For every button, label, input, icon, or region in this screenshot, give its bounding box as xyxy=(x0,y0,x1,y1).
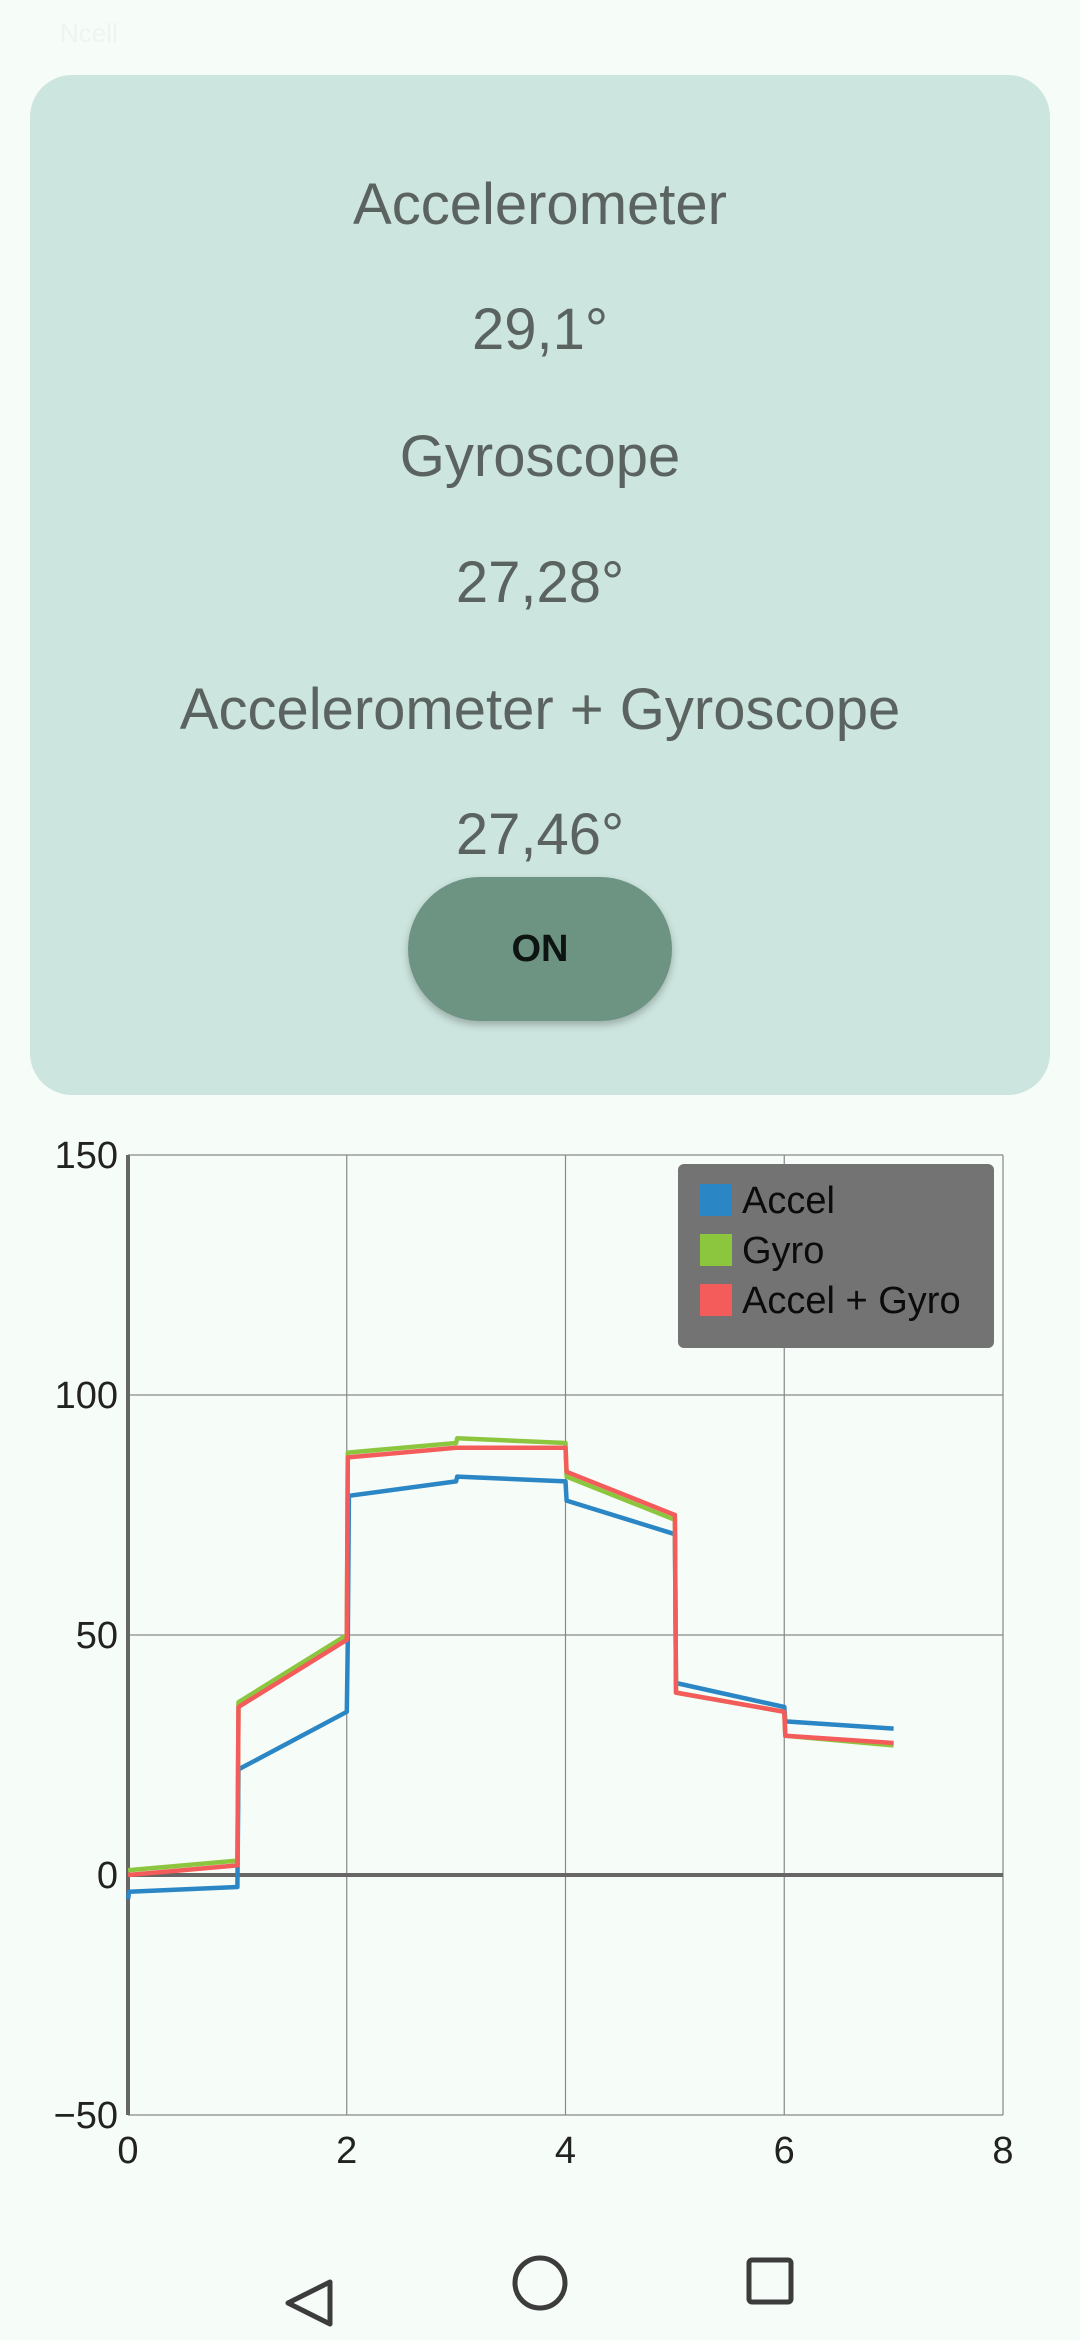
y-tick-label-50: 50 xyxy=(76,1615,118,1657)
status-bar: Ncell xyxy=(0,0,1080,70)
y-tick-label--50: −50 xyxy=(54,2095,118,2137)
legend-label-accel-gyro: Accel + Gyro xyxy=(742,1280,961,1322)
legend-background xyxy=(678,1164,994,1348)
legend-swatch-accel xyxy=(700,1184,732,1216)
axes xyxy=(126,1155,1003,2115)
x-tick-label-4: 4 xyxy=(555,2130,576,2172)
y-tick-label-100: 100 xyxy=(55,1375,118,1417)
x-tick-label-0: 0 xyxy=(117,2130,138,2172)
accelerometer-value: 29,1° xyxy=(471,297,609,362)
legend-swatch-accel-gyro xyxy=(700,1284,732,1316)
toggle-on-button[interactable]: ON xyxy=(408,877,672,1021)
legend-label-accel: Accel xyxy=(742,1180,835,1222)
recents-square-icon[interactable] xyxy=(746,2257,794,2305)
legend-swatch-gyro xyxy=(700,1234,732,1266)
x-tick-label-8: 8 xyxy=(992,2130,1013,2172)
legend-label-gyro: Gyro xyxy=(742,1230,824,1272)
readings-card: Accelerometer 29,1° Gyroscope 27,28° Acc… xyxy=(30,75,1050,1095)
chart-legend: Accel Gyro Accel + Gyro xyxy=(678,1164,994,1348)
status-carrier: Ncell xyxy=(60,18,118,48)
series-line-accel-gyro xyxy=(127,1445,894,1878)
gyroscope-value: 27,28° xyxy=(455,550,625,615)
accelerometer-label: Accelerometer xyxy=(353,172,727,237)
y-tick-label-0: 0 xyxy=(97,1855,118,1897)
gyroscope-label: Gyroscope xyxy=(399,424,681,489)
navigation-bar xyxy=(285,2255,794,2327)
combined-label: Accelerometer + Gyroscope xyxy=(179,677,901,742)
x-tick-label-2: 2 xyxy=(336,2130,357,2172)
y-tick-label-150: 150 xyxy=(55,1135,118,1177)
back-triangle-icon[interactable] xyxy=(285,2279,333,2327)
home-circle-icon[interactable] xyxy=(512,2255,568,2311)
x-tick-label-6: 6 xyxy=(774,2130,795,2172)
combined-value: 27,46° xyxy=(455,802,625,867)
series-lines xyxy=(125,1435,894,1900)
